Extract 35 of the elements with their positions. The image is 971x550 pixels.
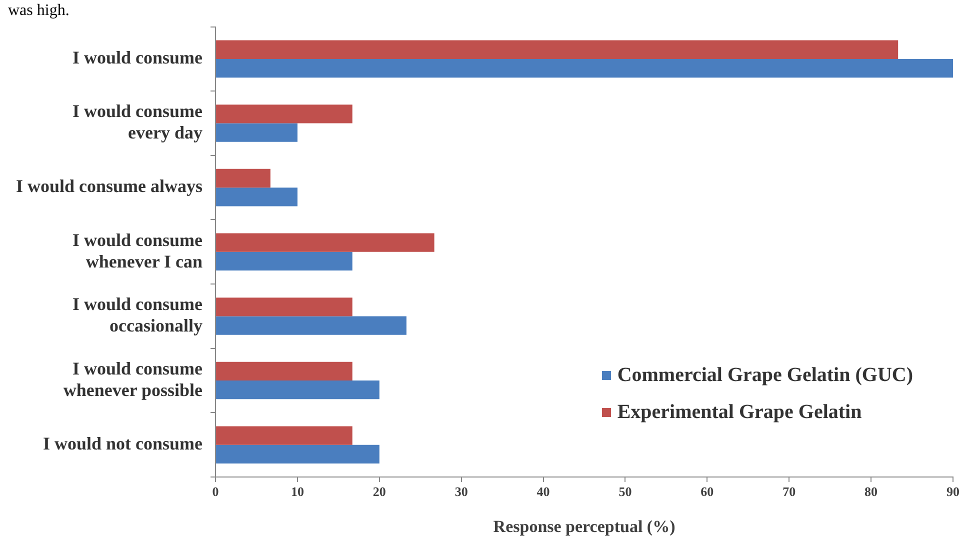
x-tick-label: 30: [454, 484, 468, 500]
bar: [216, 444, 380, 464]
legend-label: Experimental Grape Gelatin: [617, 401, 862, 424]
x-tick-label: 70: [782, 484, 796, 500]
bar: [216, 252, 352, 271]
x-tick-label: 90: [946, 484, 960, 500]
bar: [216, 380, 380, 400]
x-tick-label: 20: [372, 484, 386, 500]
bar: [216, 123, 298, 142]
x-tick-label: 80: [864, 484, 878, 500]
legend-label: Commercial Grape Gelatin (GUC): [617, 364, 913, 387]
bar: [216, 188, 298, 206]
bar: [216, 316, 406, 335]
x-axis-title: Response perceptual (%): [493, 517, 676, 536]
x-tick-label: 10: [290, 484, 304, 500]
bar: [216, 168, 270, 188]
text: was high.: [8, 2, 70, 20]
x-tick-label: 50: [618, 484, 632, 500]
bar: [216, 362, 352, 381]
bar: [216, 298, 352, 316]
bar: [216, 58, 953, 78]
x-tick-label: 40: [536, 484, 550, 500]
y-tick-label: I would consume: [72, 48, 203, 68]
y-tick-label: I would consume occasionally: [72, 294, 203, 336]
bar: [216, 426, 352, 445]
x-tick-label: 0: [212, 484, 219, 500]
bar: [216, 40, 898, 59]
bar: [216, 233, 434, 252]
bar: [216, 104, 352, 124]
y-tick-label: I would consume whenever possible: [63, 358, 203, 400]
y-tick-label: I would consume every day: [72, 101, 203, 143]
y-tick-label: I would consume whenever I can: [72, 230, 203, 272]
x-tick-label: 60: [700, 484, 714, 500]
y-tick-label: I would not consume: [43, 434, 203, 454]
y-tick-label: I would consume always: [16, 176, 203, 196]
